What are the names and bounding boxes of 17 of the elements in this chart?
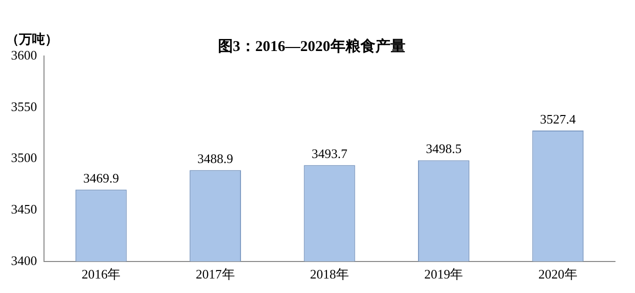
- y-tick-label: 3400: [11, 252, 37, 268]
- x-tick-label: 2016年: [82, 266, 121, 282]
- data-label: 3498.5: [426, 141, 462, 156]
- data-label: 3493.7: [312, 146, 348, 162]
- x-tick-label: 2020年: [538, 266, 578, 282]
- x-tick-label: 2018年: [310, 266, 349, 282]
- y-tick-label: 3550: [11, 98, 37, 114]
- chart-title: 图3：2016—2020年粮食产量: [218, 38, 406, 55]
- y-tick-label: 3600: [11, 47, 37, 62]
- y-tick-label: 3450: [11, 201, 37, 216]
- data-label: 3469.9: [83, 170, 119, 186]
- x-tick-label: 2017年: [196, 266, 235, 282]
- x-tick-label: 2019年: [424, 266, 464, 282]
- y-tick-label: 3500: [11, 150, 37, 166]
- y-axis-title: （万吨）: [6, 31, 58, 46]
- data-label: 3488.9: [197, 151, 234, 166]
- data-label: 3527.4: [540, 111, 576, 126]
